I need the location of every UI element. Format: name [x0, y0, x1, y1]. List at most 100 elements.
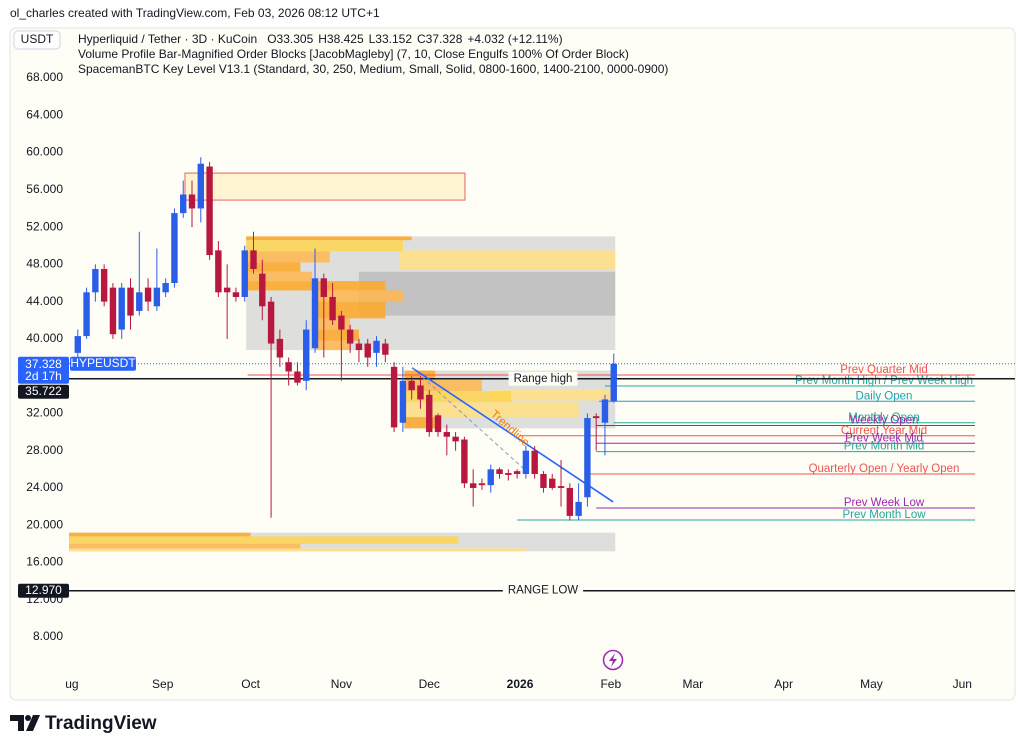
y-tick-label: 56.000 — [26, 182, 63, 196]
candle-body — [206, 166, 213, 256]
candle-body — [364, 343, 371, 358]
volume-bar — [404, 402, 579, 418]
last-price-badge — [18, 356, 69, 384]
candle-body — [267, 301, 275, 344]
range-label: RANGE LOW — [508, 585, 578, 597]
y-tick-label: 68.000 — [26, 70, 63, 84]
volume-bar — [315, 340, 351, 351]
alert-icon[interactable] — [602, 649, 624, 671]
key-level-label: Daily Open — [856, 390, 913, 402]
y-tick-label: 8.000 — [33, 629, 63, 643]
y-tick-label: 48.000 — [26, 257, 63, 271]
y-tick-label: 44.000 — [26, 294, 63, 308]
countdown-label: 2d 17h — [25, 369, 62, 383]
candle-body — [171, 213, 178, 283]
x-tick-label: ug — [65, 677, 78, 691]
y-tick-label: 40.000 — [26, 331, 63, 345]
y-tick-label: 32.000 — [26, 406, 63, 420]
range-label-bg — [502, 583, 584, 598]
volume-bar — [246, 271, 313, 282]
y-tick-label: 24.000 — [26, 480, 63, 494]
candle-body — [540, 473, 547, 488]
y-tick-label: 64.000 — [26, 107, 63, 121]
candle-body — [162, 282, 169, 293]
y-tick-label: 20.000 — [26, 517, 63, 531]
x-tick-label: Feb — [600, 677, 621, 691]
candle-body — [575, 501, 582, 516]
volume-bar — [404, 379, 482, 392]
key-level-label: Prev Week Low — [844, 497, 925, 509]
candle-body — [496, 469, 503, 474]
candle-body — [566, 487, 574, 516]
volume-bar — [315, 329, 359, 341]
x-tick-label: Jun — [953, 677, 972, 691]
x-tick-label: Apr — [774, 677, 793, 691]
range-label: Range high — [514, 373, 573, 385]
candle-body — [382, 343, 389, 355]
candle-body — [232, 292, 240, 297]
key-level-label: Current Year Mid — [841, 425, 927, 437]
candle-body — [259, 273, 266, 307]
x-tick-label: Nov — [331, 677, 352, 691]
currency-button[interactable] — [13, 30, 61, 50]
key-level-label: Prev Month High / Prev Week High — [795, 375, 973, 387]
zone — [184, 172, 466, 201]
legend-low: L33.152 — [369, 32, 413, 46]
currency[interactable]: USDT — [21, 32, 54, 46]
range-badge-label: 35.722 — [25, 384, 62, 398]
range-badge — [18, 583, 69, 598]
key-level-label: Weekly Open — [850, 415, 919, 427]
candle-body — [469, 483, 477, 488]
range-badge — [18, 384, 69, 399]
candle-body — [346, 329, 354, 344]
volume-bar — [69, 548, 526, 552]
range-label-bg — [508, 371, 578, 386]
y-tick-label: 28.000 — [26, 443, 63, 457]
brand: TradingView — [45, 713, 157, 734]
y-tick-label: 60.000 — [26, 145, 63, 159]
last-price-label: 37.328 — [25, 357, 62, 371]
symbol-tag: HYPEUSDT — [70, 356, 136, 370]
candle-body — [513, 471, 521, 474]
volume-bar — [69, 536, 459, 544]
legend-indicator: SpacemanBTC Key Level V13.1 (Standard, 3… — [78, 62, 668, 76]
candle-body — [390, 366, 398, 428]
volume-bar — [246, 262, 301, 272]
candle-body — [197, 163, 204, 209]
candle-body — [144, 287, 152, 302]
axes: 8.00012.00016.00020.00024.00028.00032.00… — [18, 70, 972, 691]
candle-body — [223, 287, 231, 293]
candle-body — [584, 418, 591, 498]
candle-body — [311, 278, 319, 349]
volume-bar — [246, 240, 403, 252]
key-level-label: Prev Week Mid — [845, 432, 923, 444]
footer-logo: TradingView — [10, 713, 157, 734]
candle-body — [153, 287, 161, 307]
candle-body — [136, 292, 143, 311]
volume-bar — [246, 251, 330, 263]
candle-body — [100, 269, 108, 302]
candle-body — [74, 336, 81, 353]
candle-body — [505, 473, 512, 475]
key-level-label: Quarterly Open / Yearly Open — [809, 463, 960, 475]
candle-body — [434, 415, 442, 433]
volume-bar — [246, 236, 412, 241]
key-level-label: Prev Month Low — [842, 509, 926, 521]
candle-body — [294, 371, 301, 383]
logo-mark — [10, 715, 24, 731]
overlay: USDT Hyperliquid / Tether · 3D · KuCoin O… — [13, 30, 668, 671]
candle-body — [355, 343, 363, 351]
candle-body — [399, 380, 407, 423]
volume-bar — [315, 301, 386, 319]
alert-icon-bolt[interactable] — [609, 653, 617, 667]
x-tick-label: Dec — [419, 677, 440, 691]
candle-body — [215, 250, 222, 293]
symbol-tag-bg — [70, 356, 136, 371]
candle-body — [478, 483, 486, 486]
x-tick-label: Oct — [241, 677, 260, 691]
volume-bar — [399, 250, 616, 270]
legend-close: C37.328 — [417, 32, 463, 46]
